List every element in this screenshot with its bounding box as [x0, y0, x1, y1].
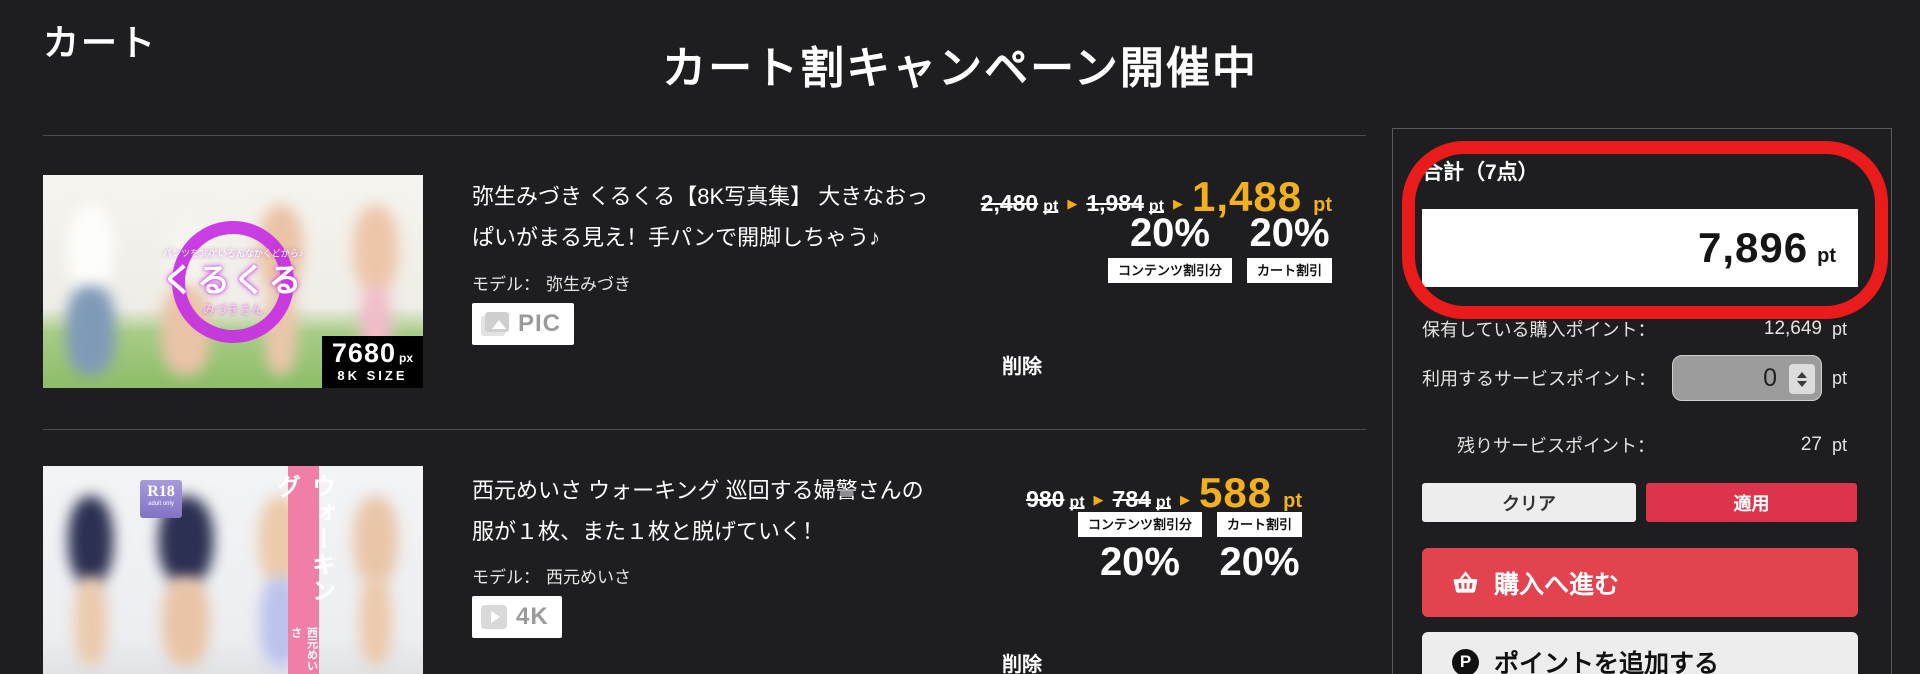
add-points-button-label: ポイントを追加する — [1494, 650, 1720, 674]
discount-label-badge: カート割引 — [1246, 258, 1332, 283]
media-type-label: PIC — [518, 310, 562, 337]
thumbnail-panel — [328, 466, 423, 674]
price-discounted: 1,984 pt — [1086, 190, 1164, 216]
price-arrow-icon — [1067, 196, 1077, 212]
thumbnail-panel — [43, 175, 138, 388]
discount-label-badge: カート割引 — [1216, 512, 1302, 537]
item-title[interactable]: 西元めいさ ウォーキング 巡回する婦警さんの服が１枚、また１枚と脱げていく！ — [472, 478, 924, 544]
item-title[interactable]: 弥生みづき くるくる【8K写真集】 大きなおっぱいがまる見え！手パンで開脚しちゃ… — [472, 184, 929, 250]
price-original: 2,480 pt — [980, 190, 1059, 216]
kurukuru-logo: パンツを360°いろんなかくどから♪ くるくる みづきさん — [123, 246, 343, 317]
held-points-row: 保有している購入ポイント： 12,649 pt — [1422, 316, 1858, 342]
divider — [43, 429, 1366, 430]
remaining-points-row: 残りサービスポイント： 27 pt — [1422, 432, 1858, 458]
cart-discount: カート割引 20% — [1216, 512, 1302, 584]
price-arrow-icon — [1094, 492, 1104, 508]
held-points-unit: pt — [1832, 318, 1848, 339]
logo-tagline: パンツを360°いろんなかくどから♪ — [162, 247, 304, 258]
discount-percent: 20% — [1099, 540, 1180, 584]
thumbnail-panel — [233, 175, 328, 388]
basket-icon — [1453, 571, 1478, 593]
resolution-badge: 7680 px 8K SIZE — [321, 336, 423, 388]
logo-name: みづきさん — [202, 302, 263, 317]
apply-button[interactable]: 適用 — [1646, 483, 1857, 522]
discount-percent: 20% — [1249, 211, 1330, 255]
delete-item-link[interactable]: 削除 — [1002, 654, 1042, 674]
number-stepper[interactable] — [1789, 364, 1815, 394]
total-label: 合計（7点） — [1422, 161, 1539, 184]
total-value: 7,896 — [1698, 224, 1809, 271]
thumbnail-panel — [138, 175, 233, 388]
r18-badge: R18 adult only — [140, 480, 182, 518]
stepper-up-icon[interactable] — [1797, 371, 1807, 378]
service-points-input-wrap — [1672, 355, 1822, 401]
r18-sublabel: adult only — [148, 501, 174, 507]
price-final-unit: pt — [1313, 194, 1332, 216]
model-line: モデル： 弥生みづき — [472, 270, 631, 295]
delete-item-link[interactable]: 削除 — [1002, 356, 1042, 378]
play-icon — [481, 605, 507, 629]
total-unit: pt — [1817, 245, 1836, 267]
price-final: 588 — [1199, 469, 1273, 516]
media-type-badge: PIC — [472, 303, 575, 345]
use-points-label: 利用するサービスポイント： — [1422, 369, 1656, 389]
banner-name: 西元めいさ — [289, 627, 318, 672]
cart-summary-panel — [1392, 128, 1892, 674]
price-arrow-icon — [1180, 492, 1190, 508]
cart-discount: 20% カート割引 — [1246, 211, 1332, 283]
add-points-button[interactable]: P ポイントを追加する — [1422, 632, 1858, 674]
model-label: モデル： — [472, 275, 540, 294]
page-title: カート — [43, 22, 158, 63]
content-discount: コンテンツ割引分 20% — [1077, 512, 1202, 584]
price-original: 980 pt — [1026, 486, 1085, 512]
discount-row: コンテンツ割引分 20% カート割引 20% — [900, 512, 1302, 582]
campaign-banner: カート割キャンペーン開催中 — [662, 44, 1258, 93]
banner-text: ウォーキング — [272, 474, 335, 604]
total-amount-box: 7,896 pt — [1422, 209, 1858, 287]
remaining-points-unit: pt — [1832, 434, 1848, 455]
logo-text: くるくる — [161, 260, 305, 298]
purchase-button[interactable]: 購入へ進む — [1422, 548, 1858, 617]
media-type-badge: 4K — [472, 596, 562, 638]
model-line: モデル： 西元めいさ — [472, 563, 631, 588]
model-name-link[interactable]: 弥生みづき — [546, 275, 631, 294]
remaining-points-value: 27 — [1800, 434, 1822, 455]
discount-label-badge: コンテンツ割引分 — [1107, 258, 1232, 283]
r18-label: R18 — [147, 483, 175, 500]
size-label: 8K SIZE — [337, 368, 408, 384]
media-type-label: 4K — [516, 603, 549, 630]
held-points-value: 12,649 — [1763, 318, 1822, 339]
use-points-unit: pt — [1832, 367, 1848, 388]
price-discounted: 784 pt — [1112, 486, 1172, 512]
stepper-down-icon[interactable] — [1797, 380, 1807, 387]
content-discount: 20% コンテンツ割引分 — [1107, 211, 1232, 283]
purchase-button-label: 購入へ進む — [1494, 570, 1620, 599]
divider — [43, 135, 1366, 136]
model-name-link[interactable]: 西元めいさ — [546, 568, 631, 587]
photo-icon — [481, 312, 509, 336]
item-thumbnail[interactable]: R18 adult only ウォーキング 西元めいさ — [43, 466, 423, 674]
discount-row: 20% コンテンツ割引分 20% カート割引 — [900, 213, 1332, 283]
discount-label-badge: コンテンツ割引分 — [1077, 512, 1202, 537]
discount-percent: 20% — [1219, 540, 1300, 584]
thumbnail-panel — [43, 466, 138, 674]
clear-button[interactable]: クリア — [1422, 483, 1636, 522]
discount-percent: 20% — [1129, 211, 1210, 255]
resolution-number: 7680 — [331, 338, 396, 369]
price-final-unit: pt — [1283, 490, 1302, 512]
held-points-label: 保有している購入ポイント： — [1422, 320, 1656, 340]
point-circle-icon: P — [1452, 648, 1479, 674]
title-banner: ウォーキング 西元めいさ — [273, 466, 335, 674]
price-arrow-icon — [1173, 196, 1183, 212]
model-label: モデル： — [472, 568, 540, 587]
resolution-unit: px — [398, 351, 413, 366]
item-thumbnail[interactable]: パンツを360°いろんなかくどから♪ くるくる みづきさん 7680 px 8K … — [43, 175, 423, 388]
remaining-points-label: 残りサービスポイント： — [1457, 436, 1655, 456]
use-points-row: 利用するサービスポイント： pt — [1422, 354, 1858, 402]
price-final: 1,488 — [1192, 173, 1303, 220]
